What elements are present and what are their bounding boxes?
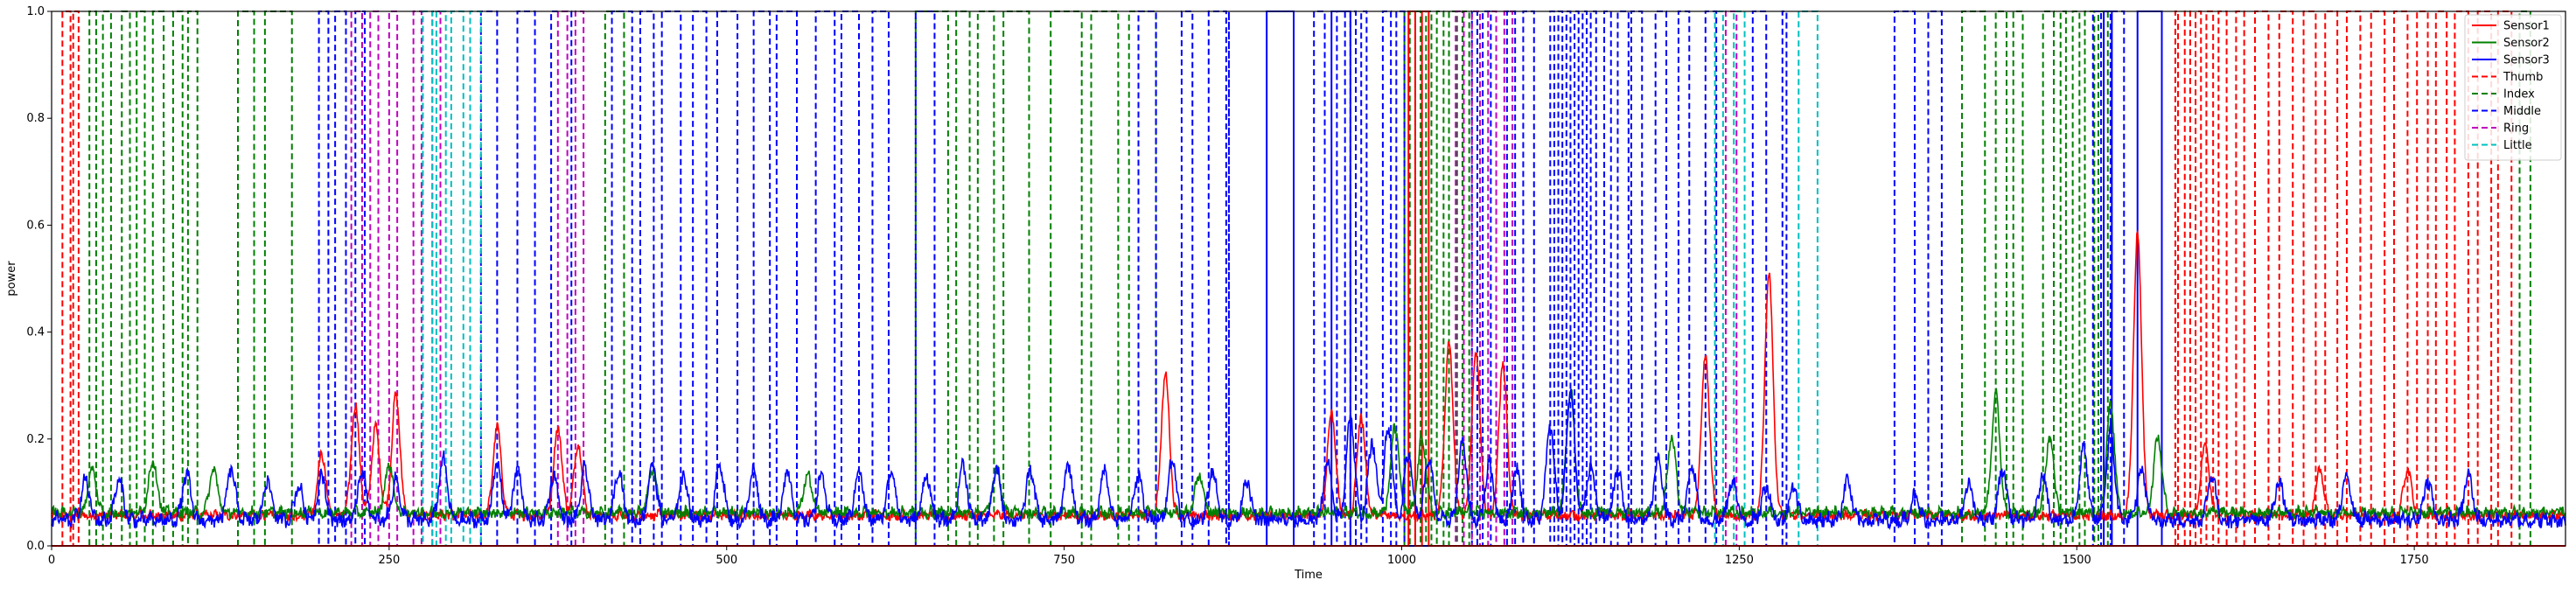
legend-label-sensor1: Sensor1 xyxy=(2503,20,2550,33)
y-tick-label: 0.6 xyxy=(26,219,45,232)
y-tick-label: 0.0 xyxy=(26,540,45,553)
x-tick-label: 1500 xyxy=(2063,554,2091,567)
x-axis-label: Time xyxy=(1294,569,1323,582)
legend-label-middle: Middle xyxy=(2503,105,2541,118)
legend-label-sensor3: Sensor3 xyxy=(2503,54,2550,67)
sensor-series-layer xyxy=(51,229,2566,531)
plot-frame xyxy=(51,10,2566,547)
y-tick-label: 0.8 xyxy=(26,112,45,125)
x-tick-label: 1750 xyxy=(2400,554,2429,567)
legend-label-thumb: Thumb xyxy=(2503,71,2543,84)
legend-label-little: Little xyxy=(2503,139,2532,152)
legend-label-index: Index xyxy=(2503,88,2535,101)
x-tick-label: 0 xyxy=(48,554,55,567)
x-tick-label: 750 xyxy=(1053,554,1075,567)
y-tick-label: 0.2 xyxy=(26,433,45,446)
x-tick-label: 1000 xyxy=(1387,554,1416,567)
x-axis: 0 250 500 750 1000 1250 1500 1750 xyxy=(48,546,2429,567)
series-line-sensor3 xyxy=(51,388,2566,531)
y-axis: 0.0 0.2 0.4 0.6 0.8 1.0 xyxy=(26,5,52,553)
y-axis-label: power xyxy=(5,261,18,297)
legend-box xyxy=(2464,14,2562,161)
x-tick-label: 500 xyxy=(716,554,737,567)
legend-label-sensor2: Sensor2 xyxy=(2503,37,2550,50)
y-tick-label: 0.4 xyxy=(26,326,45,339)
legend: Sensor1 Sensor2 Sensor3 Thumb Index Middle Rin… xyxy=(2464,14,2562,161)
y-tick-label: 1.0 xyxy=(26,5,45,18)
x-tick-label: 1250 xyxy=(1725,554,1754,567)
x-tick-label: 250 xyxy=(378,554,400,567)
legend-label-ring: Ring xyxy=(2503,122,2529,136)
